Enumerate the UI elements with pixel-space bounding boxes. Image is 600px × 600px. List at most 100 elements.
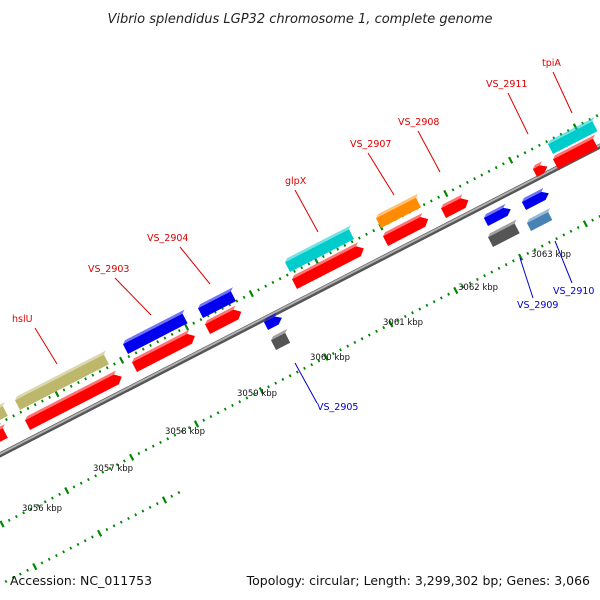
scale-tick xyxy=(569,229,573,233)
scale-tick xyxy=(533,248,537,252)
gene-VS_2904-top-face xyxy=(198,287,233,309)
gene-label-VS_2907[interactable]: VS_2907 xyxy=(350,139,391,150)
scale-tick xyxy=(91,373,95,377)
scale-tick xyxy=(33,403,37,407)
scale-tick xyxy=(105,528,109,532)
gene-label-VS_2903[interactable]: VS_2903 xyxy=(88,264,129,275)
scale-tick xyxy=(41,399,44,403)
scale-tick xyxy=(429,199,433,203)
gene-VS_2910-b-top-face xyxy=(526,208,551,223)
scale-tick xyxy=(357,236,361,240)
scale-tick xyxy=(177,329,181,333)
gene-label-VS_2904[interactable]: VS_2904 xyxy=(147,233,188,244)
gene-hslU-a-top-face xyxy=(0,402,5,408)
scale-tick xyxy=(300,266,304,270)
scale-tick xyxy=(47,557,51,561)
scale-tick xyxy=(87,477,90,482)
gene-label-hslU[interactable]: hslU xyxy=(12,314,33,325)
gene-label-tpiA[interactable]: tpiA xyxy=(542,58,561,69)
scale-tick xyxy=(159,440,162,445)
gene-VS_2905-b xyxy=(271,332,291,350)
gene-label-VS_2908[interactable]: VS_2908 xyxy=(398,117,439,128)
scale-tick xyxy=(447,292,450,296)
scale-tick xyxy=(148,505,152,509)
gene-tpiA-top-face xyxy=(548,117,595,145)
scale-tick xyxy=(375,329,378,333)
scale-tick xyxy=(216,411,220,415)
scale-tick xyxy=(112,362,116,366)
scale-tick xyxy=(141,347,145,351)
scale-tick xyxy=(458,184,462,188)
scale-tick xyxy=(487,169,491,173)
scale-tick xyxy=(353,340,357,345)
gene-glpX xyxy=(285,229,354,272)
scale-tick xyxy=(127,516,130,521)
scale-tick xyxy=(119,520,123,524)
scale-tick xyxy=(98,369,102,374)
scale-tick xyxy=(411,311,414,315)
gene-hslU xyxy=(15,354,109,410)
scale-tick xyxy=(58,492,61,496)
tick-row-middle xyxy=(0,214,600,528)
gene-VS_2911-top-face xyxy=(532,161,542,169)
genome-summary-text: Topology: circular; Length: 3,299,302 bp… xyxy=(246,573,590,588)
scale-tick xyxy=(295,370,299,374)
scale-tick xyxy=(209,414,213,419)
scale-tick xyxy=(382,325,386,330)
scale-tick xyxy=(183,323,190,331)
scale-tick xyxy=(166,437,170,441)
scale-tick xyxy=(12,414,15,418)
scale-tick xyxy=(64,487,70,495)
map-title: Vibrio splendidus LGP32 chromosome 1, co… xyxy=(107,12,492,27)
gene-label-VS_2909[interactable]: VS_2909 xyxy=(517,300,558,311)
cds-red-4-top-face xyxy=(292,242,358,280)
scale-tick xyxy=(267,385,270,389)
scale-tick xyxy=(591,218,594,222)
gene-label-glpX[interactable]: glpX xyxy=(285,176,307,187)
scale-tick xyxy=(497,266,501,270)
scale-tick xyxy=(388,320,394,328)
scale-tick xyxy=(418,307,422,311)
scale-tick xyxy=(425,303,429,307)
scale-tick xyxy=(69,384,73,388)
gene-VS_2903-top-face xyxy=(123,309,185,345)
scale-tick xyxy=(84,377,87,381)
scale-tick xyxy=(112,524,116,528)
scale-tick xyxy=(127,355,131,359)
scale-tick xyxy=(134,351,138,355)
scale-tick xyxy=(77,380,80,385)
scale-tick xyxy=(62,388,66,392)
scale-tick xyxy=(346,344,350,348)
scale-tick xyxy=(490,270,494,274)
scale-tick xyxy=(155,502,159,506)
scale-tick xyxy=(307,262,311,266)
scale-tick xyxy=(248,289,254,298)
cds-red-2-top-face xyxy=(132,329,190,363)
scale-tick xyxy=(523,151,527,155)
scale-tick xyxy=(15,514,18,519)
scale-tick xyxy=(119,356,125,364)
scale-tick xyxy=(97,529,103,537)
scale-tick xyxy=(595,114,599,118)
gene-label-VS_2911[interactable]: VS_2911 xyxy=(486,79,527,90)
gene-VS_2910-b xyxy=(526,212,553,231)
gene-label-VS_2910[interactable]: VS_2910 xyxy=(553,286,594,297)
cds-red-5-top-face xyxy=(383,213,423,237)
scale-label-3061: 3061 kbp xyxy=(383,318,423,328)
gene-tpiA xyxy=(548,121,598,154)
scale-tick xyxy=(468,281,472,285)
scale-tick xyxy=(231,403,234,408)
scale-tick xyxy=(151,444,155,448)
scale-tick xyxy=(76,542,80,547)
gene-label-VS_2905[interactable]: VS_2905 xyxy=(317,402,358,413)
leader-line-6 xyxy=(507,92,529,135)
scale-tick xyxy=(177,490,181,495)
gene-VS_2910 xyxy=(521,191,549,210)
tick-row-bottom xyxy=(0,490,181,586)
leader-line-10 xyxy=(554,240,573,284)
scale-tick xyxy=(317,359,321,363)
scale-tick xyxy=(199,317,203,322)
scale-tick xyxy=(258,386,264,395)
scale-tick xyxy=(141,509,145,513)
